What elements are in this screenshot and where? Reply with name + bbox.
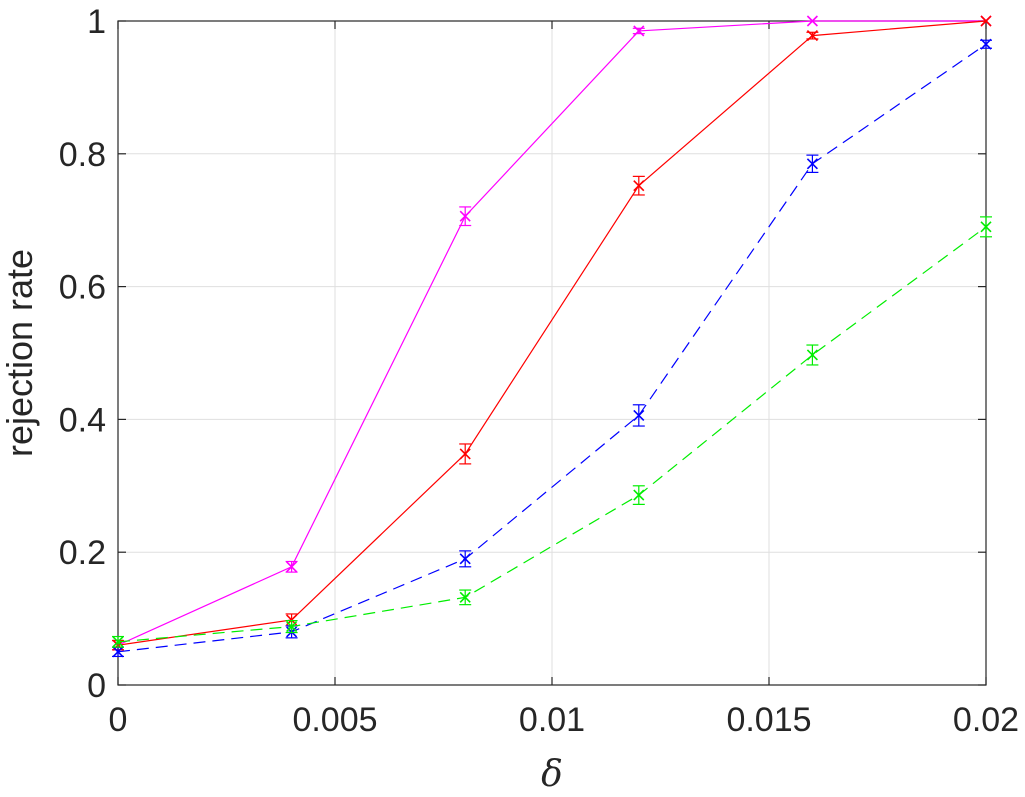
y-tick-label: 0 <box>87 667 106 705</box>
data-point <box>633 180 645 192</box>
x-tick-label: 0.005 <box>292 701 377 739</box>
data-point <box>459 448 471 460</box>
y-axis-label: rejection rate <box>0 249 40 457</box>
y-tick-label: 0.2 <box>59 534 106 572</box>
y-tick-label: 0.6 <box>59 269 106 307</box>
x-axis-label: δ <box>541 754 563 795</box>
x-tick-label: 0.01 <box>519 701 585 739</box>
x-tick-label: 0 <box>109 701 128 739</box>
data-point <box>980 15 992 27</box>
data-point <box>806 15 818 27</box>
series-line <box>117 43 987 653</box>
y-tick-label: 0.4 <box>59 401 106 439</box>
data-point <box>459 553 471 565</box>
data-point <box>112 636 124 648</box>
data-point <box>459 210 471 222</box>
series-3 <box>112 216 992 648</box>
data-point <box>806 349 818 361</box>
data-point <box>112 646 124 658</box>
data-point <box>806 158 818 170</box>
series-line <box>117 20 986 646</box>
x-tick-label: 0.015 <box>726 701 811 739</box>
series-layer <box>112 15 992 658</box>
x-tick-label: 0.02 <box>953 701 1019 739</box>
y-tick-label: 0.8 <box>59 136 106 174</box>
axis-ticks: 0 0.005 0.01 0.015 0.02 0 0.2 0.4 0.6 0.8 1 <box>59 3 1019 739</box>
grid-lines <box>117 20 987 686</box>
data-point <box>633 409 645 421</box>
y-tick-label: 1 <box>87 3 106 41</box>
data-point <box>459 591 471 603</box>
data-point <box>286 561 298 573</box>
data-point <box>980 221 992 233</box>
data-point <box>980 38 992 50</box>
data-point <box>286 621 298 633</box>
data-point <box>806 30 818 42</box>
series-line <box>117 20 987 646</box>
data-point <box>633 489 645 501</box>
data-point <box>633 25 645 37</box>
